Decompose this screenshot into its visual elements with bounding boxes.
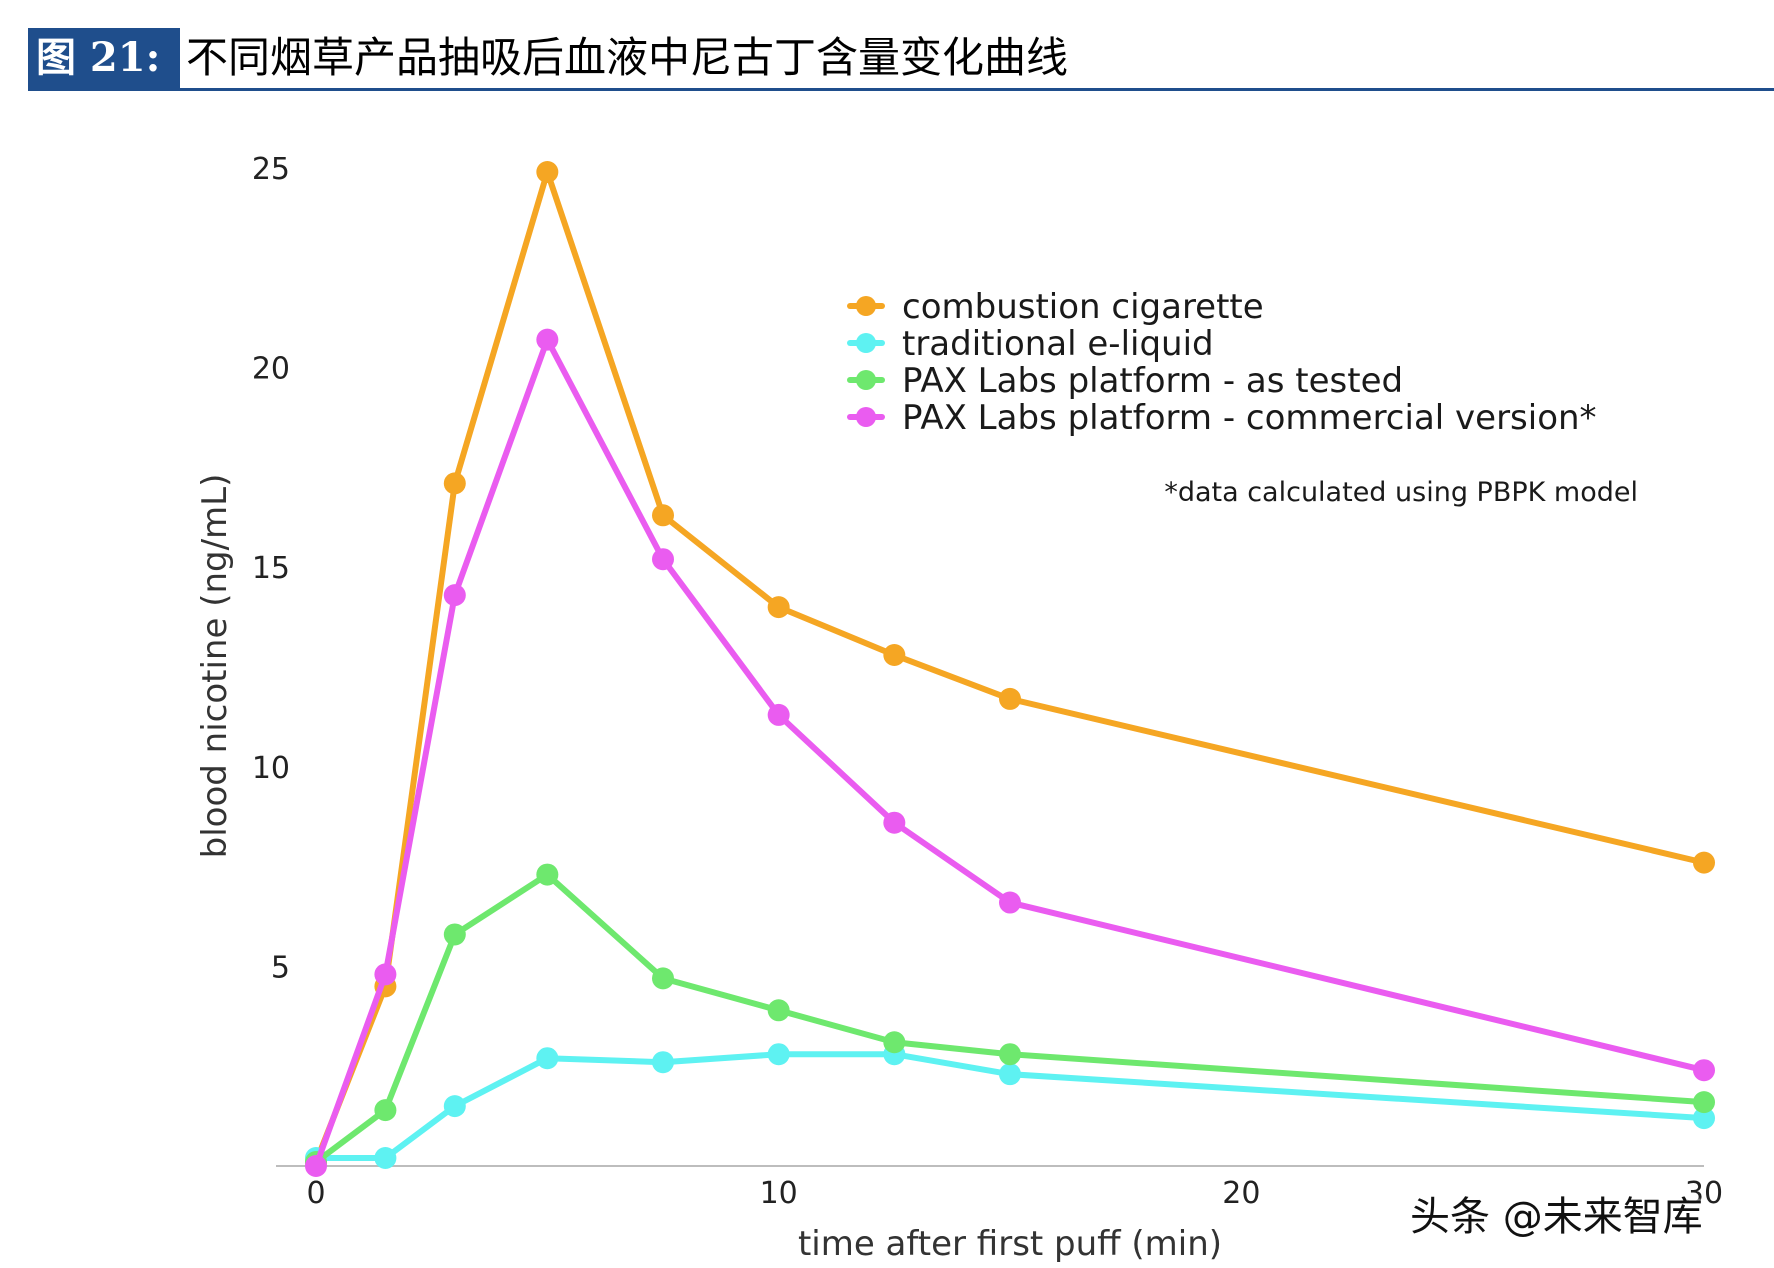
legend-label: combustion cigarette <box>902 287 1264 327</box>
figure-title: 不同烟草产品抽吸后血液中尼古丁含量变化曲线 <box>186 33 1069 82</box>
chart-series <box>305 160 1715 1177</box>
data-point <box>883 1031 906 1054</box>
data-point <box>999 1063 1021 1086</box>
x-tick-label: 10 <box>760 1176 798 1211</box>
data-point <box>652 504 674 527</box>
data-point <box>652 1051 674 1074</box>
x-tick-label: 0 <box>306 1176 325 1211</box>
data-point <box>536 863 559 886</box>
legend-label: traditional e-liquid <box>902 324 1214 364</box>
series-pax-labs-platform-commercial-version <box>305 328 1715 1177</box>
legend-item: traditional e-liquid <box>847 324 1214 364</box>
data-point <box>305 1155 327 1177</box>
y-axis-title: blood nicotine (ng/mL) <box>195 474 235 859</box>
data-point <box>443 584 466 607</box>
data-point <box>374 1147 397 1170</box>
series-combustion-cigarette <box>305 160 1715 1174</box>
data-point <box>536 1047 559 1070</box>
legend-swatch-marker <box>856 370 876 390</box>
series-line <box>313 336 1707 1169</box>
data-point <box>883 644 906 667</box>
data-point <box>1693 851 1715 874</box>
x-axis-title: time after first puff (min) <box>798 1224 1222 1264</box>
data-point <box>443 472 466 495</box>
data-point <box>652 967 674 990</box>
y-tick-label: 20 <box>252 352 290 387</box>
y-tick-label: 15 <box>252 551 290 586</box>
data-point <box>1693 1091 1715 1114</box>
y-tick-label: 10 <box>252 751 290 786</box>
data-point <box>1693 1107 1715 1130</box>
data-point <box>999 891 1021 914</box>
data-point <box>374 1099 397 1122</box>
legend-item: combustion cigarette <box>847 287 1264 327</box>
legend-item: PAX Labs platform - as tested <box>847 361 1403 401</box>
data-point <box>443 1095 466 1118</box>
data-point <box>767 703 790 726</box>
data-point <box>536 328 559 351</box>
legend-label: PAX Labs platform - as tested <box>902 361 1403 401</box>
data-point <box>999 687 1021 710</box>
data-point <box>374 963 397 986</box>
data-point <box>999 1043 1021 1066</box>
chart-axes: 5 10 15 20 25 0 10 20 30 time after first puff (m… <box>195 152 1723 1264</box>
legend-item: PAX Labs platform - commercial version* <box>847 398 1597 438</box>
legend-swatch-marker <box>856 333 876 353</box>
legend-label: PAX Labs platform - commercial version* <box>902 398 1597 438</box>
legend-swatch-marker <box>856 296 876 316</box>
data-point <box>767 1043 790 1066</box>
data-point <box>443 923 466 946</box>
figure-header: 图 21: 不同烟草产品抽吸后血液中尼古丁含量变化曲线 <box>28 28 1774 92</box>
data-point <box>652 548 674 571</box>
data-point <box>1693 1059 1715 1082</box>
data-point <box>767 596 790 619</box>
pbpk-annotation: *data calculated using PBPK model <box>1164 477 1638 508</box>
figure-number: 图 21: <box>28 28 180 88</box>
data-point <box>767 999 790 1022</box>
y-tick-label: 5 <box>271 950 290 985</box>
y-tick-label: 25 <box>252 152 290 187</box>
data-point <box>536 160 559 183</box>
watermark: 头条 @未来智库 <box>1410 1194 1703 1240</box>
legend-swatch-marker <box>856 407 876 427</box>
header-rule <box>28 88 1774 91</box>
data-point <box>883 811 906 834</box>
x-tick-label: 20 <box>1222 1176 1260 1211</box>
x-tick-label: 30 <box>1685 1176 1723 1211</box>
